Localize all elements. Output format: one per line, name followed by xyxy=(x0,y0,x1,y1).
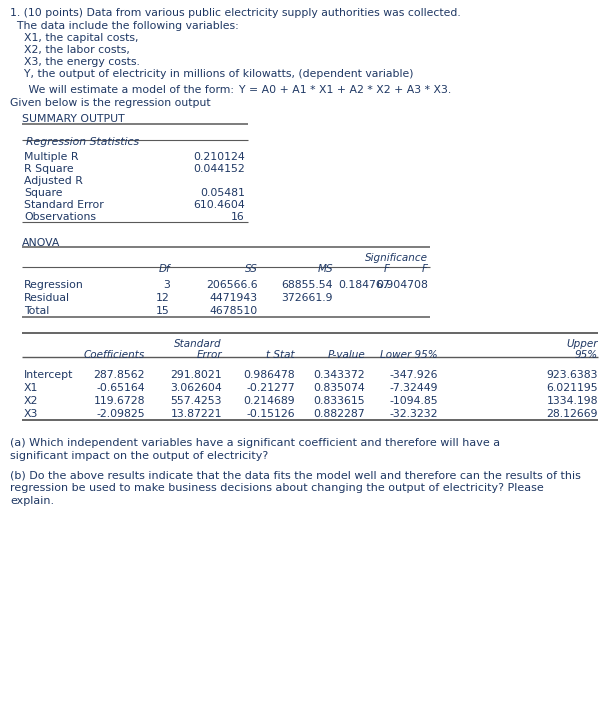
Text: 0.184767: 0.184767 xyxy=(338,280,390,290)
Text: 3: 3 xyxy=(163,280,170,290)
Text: X2, the labor costs,: X2, the labor costs, xyxy=(10,45,130,55)
Text: 119.6728: 119.6728 xyxy=(94,396,145,406)
Text: Significance: Significance xyxy=(365,253,428,263)
Text: Regression Statistics: Regression Statistics xyxy=(26,137,139,147)
Text: significant impact on the output of electricity?: significant impact on the output of elec… xyxy=(10,451,268,461)
Text: Lower 95%: Lower 95% xyxy=(381,350,438,360)
Text: Residual: Residual xyxy=(24,293,70,303)
Text: t Stat: t Stat xyxy=(266,350,295,360)
Text: 15: 15 xyxy=(156,306,170,316)
Text: 1334.198: 1334.198 xyxy=(546,396,598,406)
Text: 372661.9: 372661.9 xyxy=(281,293,333,303)
Text: 95%: 95% xyxy=(575,350,598,360)
Text: Regression: Regression xyxy=(24,280,83,290)
Text: Y = A0 + A1 * X1 + A2 * X2 + A3 * X3.: Y = A0 + A1 * X1 + A2 * X2 + A3 * X3. xyxy=(218,85,451,95)
Text: SUMMARY OUTPUT: SUMMARY OUTPUT xyxy=(22,114,125,124)
Text: Error: Error xyxy=(197,350,222,360)
Text: -0.21277: -0.21277 xyxy=(246,383,295,393)
Text: 0.044152: 0.044152 xyxy=(193,164,245,174)
Text: -32.3232: -32.3232 xyxy=(390,409,438,419)
Text: The data include the following variables:: The data include the following variables… xyxy=(10,21,239,31)
Text: regression be used to make business decisions about changing the output of elect: regression be used to make business deci… xyxy=(10,483,544,493)
Text: X1, the capital costs,: X1, the capital costs, xyxy=(10,33,139,43)
Text: Upper: Upper xyxy=(566,339,598,349)
Text: 0.833615: 0.833615 xyxy=(313,396,365,406)
Text: SS: SS xyxy=(245,264,258,274)
Text: -0.65164: -0.65164 xyxy=(96,383,145,393)
Text: 13.87221: 13.87221 xyxy=(171,409,222,419)
Text: Standard Error: Standard Error xyxy=(24,200,103,210)
Text: Y, the output of electricity in millions of kilowatts, (dependent variable): Y, the output of electricity in millions… xyxy=(10,69,413,79)
Text: We will estimate a model of the form:: We will estimate a model of the form: xyxy=(18,85,234,95)
Text: (b) Do the above results indicate that the data fits the model well and therefor: (b) Do the above results indicate that t… xyxy=(10,470,581,480)
Text: 28.12669: 28.12669 xyxy=(546,409,598,419)
Text: X3: X3 xyxy=(24,409,38,419)
Text: 610.4604: 610.4604 xyxy=(193,200,245,210)
Text: -7.32449: -7.32449 xyxy=(390,383,438,393)
Text: Intercept: Intercept xyxy=(24,370,73,380)
Text: X3, the energy costs.: X3, the energy costs. xyxy=(10,57,140,67)
Text: 3.062604: 3.062604 xyxy=(170,383,222,393)
Text: Square: Square xyxy=(24,188,62,198)
Text: Multiple R: Multiple R xyxy=(24,152,79,162)
Text: Observations: Observations xyxy=(24,212,96,222)
Text: explain.: explain. xyxy=(10,496,54,506)
Text: X2: X2 xyxy=(24,396,38,406)
Text: 557.4253: 557.4253 xyxy=(171,396,222,406)
Text: -0.15126: -0.15126 xyxy=(246,409,295,419)
Text: X1: X1 xyxy=(24,383,38,393)
Text: Given below is the regression output: Given below is the regression output xyxy=(10,98,211,108)
Text: Coefficients: Coefficients xyxy=(83,350,145,360)
Text: 12: 12 xyxy=(156,293,170,303)
Text: Adjusted R: Adjusted R xyxy=(24,176,83,186)
Text: -1094.85: -1094.85 xyxy=(390,396,438,406)
Text: 0.882287: 0.882287 xyxy=(313,409,365,419)
Text: 4678510: 4678510 xyxy=(210,306,258,316)
Text: ANOVA: ANOVA xyxy=(22,238,60,248)
Text: 4471943: 4471943 xyxy=(210,293,258,303)
Text: F: F xyxy=(384,264,390,274)
Text: MS: MS xyxy=(318,264,333,274)
Text: 291.8021: 291.8021 xyxy=(171,370,222,380)
Text: -2.09825: -2.09825 xyxy=(96,409,145,419)
Text: 923.6383: 923.6383 xyxy=(546,370,598,380)
Text: P-value: P-value xyxy=(327,350,365,360)
Text: 1. (10 points) Data from various public electricity supply authorities was colle: 1. (10 points) Data from various public … xyxy=(10,8,461,18)
Text: 0.214689: 0.214689 xyxy=(243,396,295,406)
Text: Total: Total xyxy=(24,306,49,316)
Text: 16: 16 xyxy=(231,212,245,222)
Text: 0.343372: 0.343372 xyxy=(313,370,365,380)
Text: 0.835074: 0.835074 xyxy=(313,383,365,393)
Text: 68855.54: 68855.54 xyxy=(281,280,333,290)
Text: (a) Which independent variables have a significant coefficient and therefore wil: (a) Which independent variables have a s… xyxy=(10,438,500,448)
Text: R Square: R Square xyxy=(24,164,74,174)
Text: 6.021195: 6.021195 xyxy=(546,383,598,393)
Text: Standard: Standard xyxy=(174,339,222,349)
Text: 0.05481: 0.05481 xyxy=(200,188,245,198)
Text: 287.8562: 287.8562 xyxy=(94,370,145,380)
Text: 0.986478: 0.986478 xyxy=(243,370,295,380)
Text: 0.210124: 0.210124 xyxy=(193,152,245,162)
Text: -347.926: -347.926 xyxy=(390,370,438,380)
Text: 206566.6: 206566.6 xyxy=(206,280,258,290)
Text: F: F xyxy=(422,264,428,274)
Text: 0.904708: 0.904708 xyxy=(376,280,428,290)
Text: Df: Df xyxy=(159,264,170,274)
